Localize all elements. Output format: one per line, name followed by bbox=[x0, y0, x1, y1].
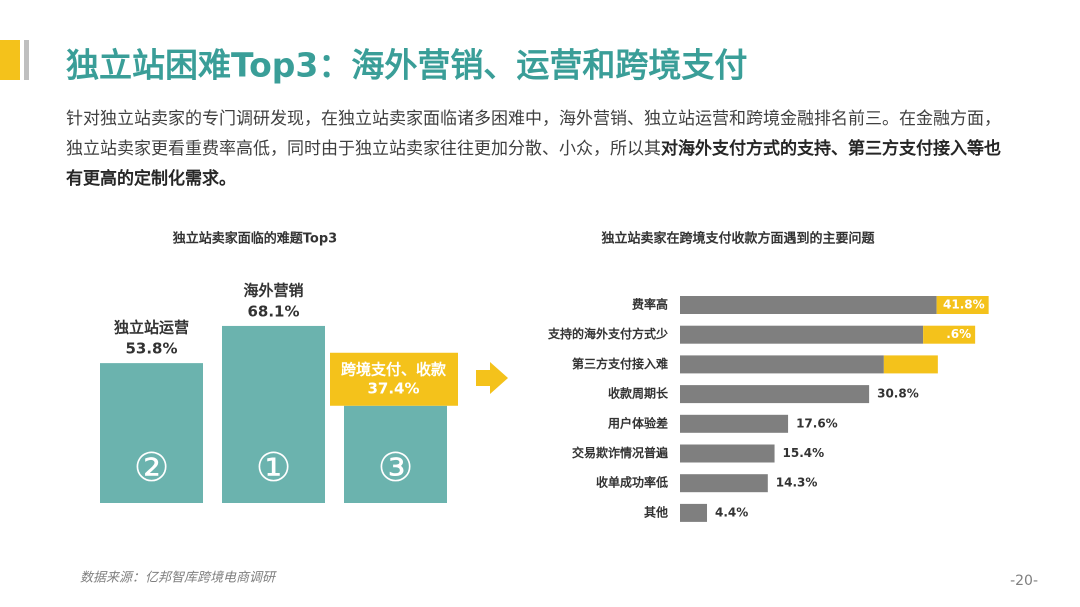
value-label: .6% bbox=[946, 327, 971, 341]
rank-label: ② bbox=[134, 445, 170, 491]
page-number: -20- bbox=[1010, 573, 1038, 589]
value-label: 53.8% bbox=[125, 340, 177, 358]
accent-strip bbox=[24, 40, 29, 80]
bar bbox=[680, 385, 870, 404]
rank-label: ③ bbox=[378, 445, 414, 491]
highlight-box bbox=[923, 325, 976, 344]
chart-title: 独立站卖家在跨境支付收款方面遇到的主要问题 bbox=[601, 231, 875, 247]
category-label: 独立站运营 bbox=[114, 319, 189, 337]
bar bbox=[680, 503, 708, 522]
accent-bar bbox=[0, 40, 20, 80]
bar bbox=[680, 355, 884, 374]
category-label: 用户体验差 bbox=[607, 415, 668, 430]
category-label: 收单成功率低 bbox=[596, 475, 668, 490]
value-label: 4.4% bbox=[715, 505, 748, 519]
value-label: 17.6% bbox=[796, 416, 838, 430]
paragraph-text: 针对独立站卖家的专门调研发现，在独立站卖家面临诸多困难中，海外营销、独立站运营和… bbox=[66, 109, 1001, 159]
slide-title: 独立站困难Top3：海外营销、运营和跨境支付 bbox=[66, 46, 747, 85]
source: 数据来源：亿邦智库跨境电商调研 bbox=[80, 571, 277, 586]
category-label: 其他 bbox=[644, 504, 668, 519]
bar bbox=[680, 444, 775, 463]
chart-title: 独立站卖家面临的难题Top3 bbox=[173, 231, 337, 247]
value-label: 41.8% bbox=[943, 298, 985, 312]
bar bbox=[680, 325, 924, 344]
value-label: 14.3% bbox=[776, 476, 818, 490]
category-label: 收款周期长 bbox=[608, 386, 669, 401]
value-label: 37.4% bbox=[367, 379, 419, 397]
category-label: 费率高 bbox=[632, 297, 668, 312]
bar bbox=[344, 405, 447, 503]
bar bbox=[680, 414, 789, 433]
category-label: 交易欺诈情况普遍 bbox=[572, 445, 669, 460]
category-label: 支持的海外支付方式少 bbox=[547, 326, 668, 341]
value-label: 68.1% bbox=[247, 302, 299, 320]
paragraph: 针对独立站卖家的专门调研发现，在独立站卖家面临诸多困难中，海外营销、独立站运营和… bbox=[66, 104, 1016, 194]
bar bbox=[100, 363, 203, 503]
bar bbox=[222, 325, 325, 503]
highlight-box bbox=[883, 355, 938, 374]
category-label: 海外营销 bbox=[243, 281, 303, 299]
value-label: 15.4% bbox=[783, 446, 825, 460]
bar bbox=[680, 474, 768, 493]
rank-label: ① bbox=[256, 445, 292, 491]
bar bbox=[680, 296, 937, 314]
highlight-box bbox=[936, 296, 989, 314]
category-label: 第三方支付接入难 bbox=[572, 356, 668, 371]
paragraph-text: 对海外支付方式的支持、第三方支付接入等也有更高的定制化需求。 bbox=[66, 139, 1001, 189]
arrow bbox=[476, 362, 508, 394]
category-label: 跨境支付、收款 bbox=[341, 360, 447, 378]
value-label: 30.8% bbox=[877, 387, 919, 401]
highlight-box bbox=[330, 352, 458, 406]
